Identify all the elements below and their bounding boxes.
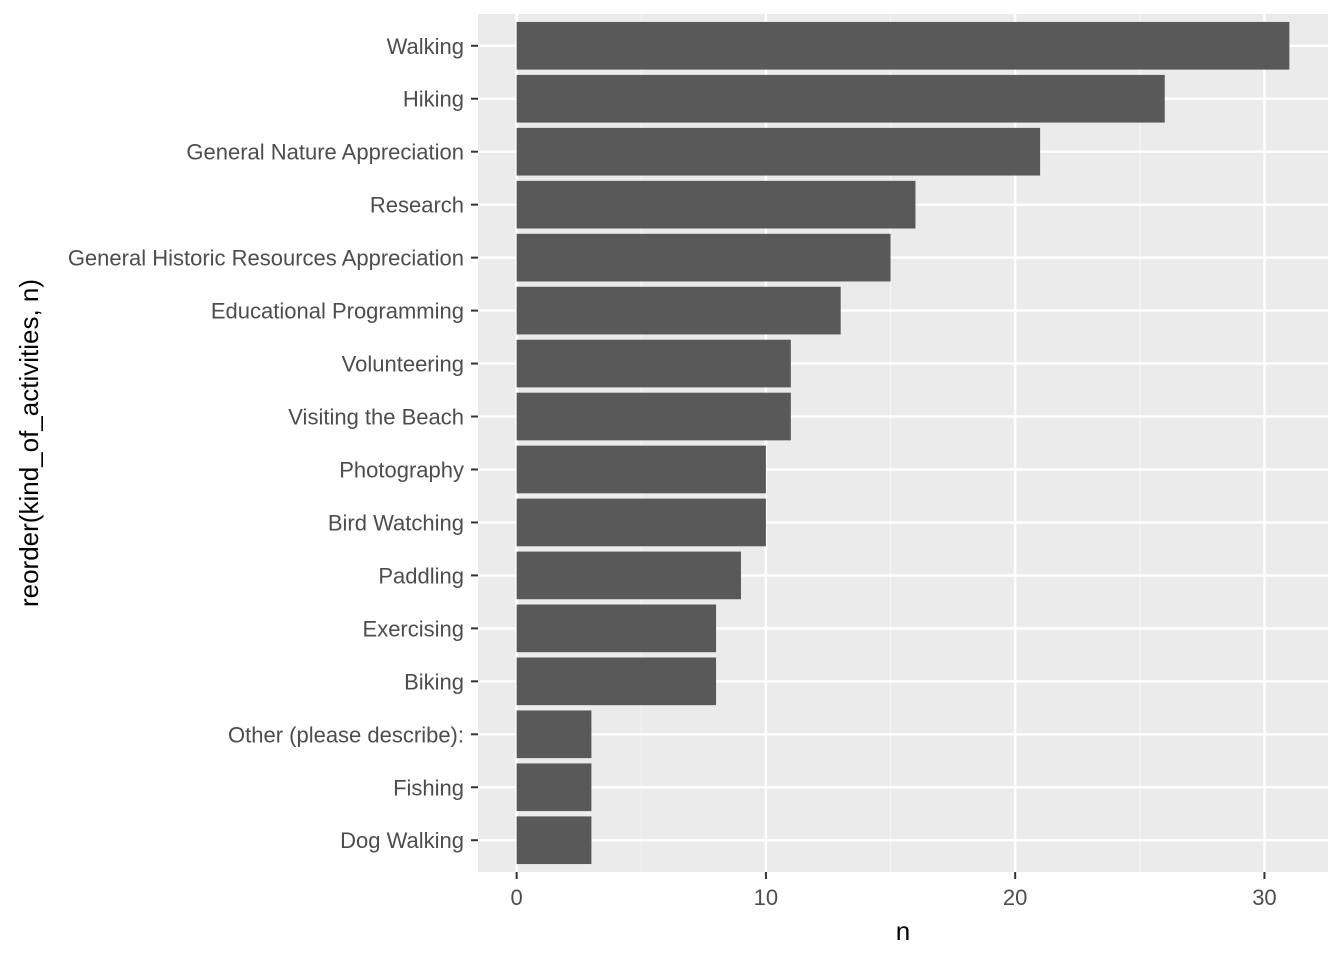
y-tick-label: Bird Watching bbox=[328, 510, 464, 535]
y-tick-label: Photography bbox=[339, 457, 464, 482]
y-axis: Walking Hiking General Nature Appreciation… bbox=[68, 34, 478, 853]
bar-2 bbox=[516, 74, 1165, 123]
y-tick-label: Research bbox=[370, 193, 464, 218]
bar-13 bbox=[516, 657, 717, 706]
x-axis-title: n bbox=[896, 916, 910, 946]
y-tick-label: Dog Walking bbox=[340, 828, 464, 853]
bar-11 bbox=[516, 551, 741, 600]
y-tick-label: Paddling bbox=[378, 563, 464, 588]
bar-8 bbox=[516, 392, 791, 441]
bar-10 bbox=[516, 498, 766, 547]
bar-6 bbox=[516, 286, 841, 335]
y-tick-label: Educational Programming bbox=[211, 299, 464, 324]
bar-5 bbox=[516, 233, 891, 282]
bars-group bbox=[516, 21, 1290, 865]
x-tick-label: 10 bbox=[754, 885, 778, 910]
y-tick-label: Volunteering bbox=[342, 352, 464, 377]
y-tick-label: Hiking bbox=[403, 87, 464, 112]
y-axis-title: reorder(kind_of_activities, n) bbox=[14, 279, 44, 607]
bar-7 bbox=[516, 339, 791, 388]
bar-1 bbox=[516, 21, 1290, 70]
x-tick-label: 30 bbox=[1252, 885, 1276, 910]
x-tick-label: 20 bbox=[1003, 885, 1027, 910]
bar-16 bbox=[516, 816, 592, 865]
bar-9 bbox=[516, 445, 766, 494]
y-tick-label: Walking bbox=[387, 34, 464, 59]
x-tick-label: 0 bbox=[511, 885, 523, 910]
bar-15 bbox=[516, 763, 592, 812]
y-tick-label: Exercising bbox=[363, 616, 464, 641]
y-tick-label: Other (please describe): bbox=[228, 722, 464, 747]
y-tick-label: General Historic Resources Appreciation bbox=[68, 246, 464, 271]
y-tick-label: Biking bbox=[404, 669, 464, 694]
y-tick-label: General Nature Appreciation bbox=[186, 140, 464, 165]
x-axis: 0 10 20 30 bbox=[511, 872, 1277, 910]
y-tick-label: Fishing bbox=[393, 775, 464, 800]
bar-4 bbox=[516, 180, 916, 229]
y-tick-label: Visiting the Beach bbox=[288, 405, 464, 430]
bar-3 bbox=[516, 127, 1041, 176]
bar-14 bbox=[516, 710, 592, 759]
bar-12 bbox=[516, 604, 717, 653]
